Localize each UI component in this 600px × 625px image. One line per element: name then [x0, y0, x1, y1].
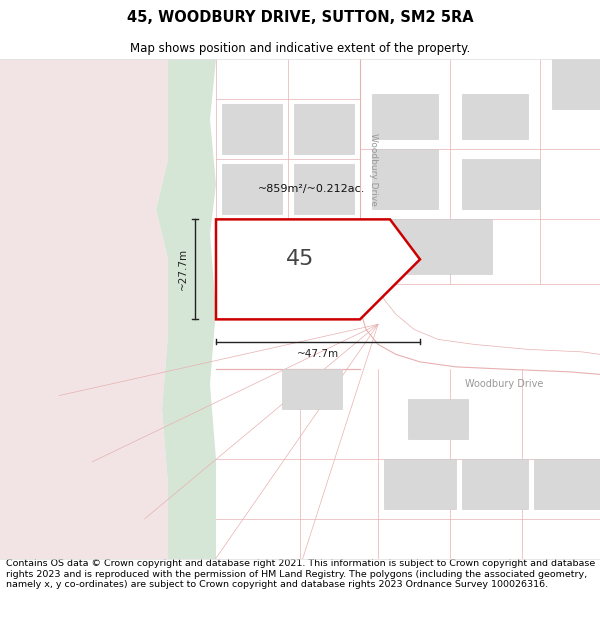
Text: Woodbury Drive: Woodbury Drive [369, 133, 378, 206]
Bar [372, 219, 492, 274]
Polygon shape [216, 219, 420, 319]
Text: ~27.7m: ~27.7m [178, 248, 188, 291]
Bar [294, 164, 354, 214]
Bar [372, 149, 438, 209]
Bar [462, 94, 528, 139]
Text: 45, WOODBURY DRIVE, SUTTON, SM2 5RA: 45, WOODBURY DRIVE, SUTTON, SM2 5RA [127, 9, 473, 24]
Bar [462, 459, 528, 509]
Text: ~47.7m: ~47.7m [297, 349, 339, 359]
Polygon shape [156, 59, 216, 559]
Text: Map shows position and indicative extent of the property.: Map shows position and indicative extent… [130, 42, 470, 54]
Bar [384, 459, 456, 509]
Bar [222, 104, 282, 154]
Text: Contains OS data © Crown copyright and database right 2021. This information is : Contains OS data © Crown copyright and d… [6, 559, 595, 589]
Bar [294, 104, 354, 154]
Text: Woodbury Drive: Woodbury Drive [465, 379, 543, 389]
Polygon shape [0, 59, 168, 559]
Bar [534, 459, 600, 509]
Bar [408, 399, 468, 439]
Bar [552, 59, 600, 109]
Text: ~859m²/~0.212ac.: ~859m²/~0.212ac. [258, 184, 365, 194]
Text: 45: 45 [286, 249, 314, 269]
Bar [222, 164, 282, 214]
Polygon shape [282, 369, 342, 409]
Bar [462, 159, 540, 209]
Bar [372, 94, 438, 139]
